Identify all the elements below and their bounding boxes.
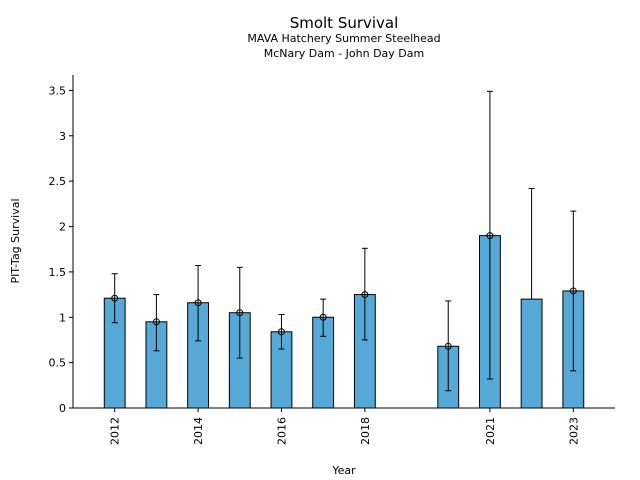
x-tick-label-2: 2016 xyxy=(275,417,288,445)
y-tick-label-7: 3.5 xyxy=(49,84,67,97)
point-2013 xyxy=(152,318,160,326)
chart-subtitle-line-1: MAVA Hatchery Summer Steelhead xyxy=(247,32,440,45)
point-2021 xyxy=(486,232,494,240)
bar-2022 xyxy=(520,298,543,409)
x-tick-label-3: 2018 xyxy=(359,417,372,445)
point-2016 xyxy=(277,328,285,336)
x-tick-label-1: 2014 xyxy=(192,417,205,445)
y-tick-label-3: 1.5 xyxy=(49,266,67,279)
point-2014 xyxy=(194,299,202,307)
x-tick-label-0: 2012 xyxy=(109,417,122,445)
y-tick-label-1: 0.5 xyxy=(49,357,67,370)
point-2023 xyxy=(569,287,577,295)
y-axis-label: PIT-Tag Survival xyxy=(9,198,22,283)
y-tick-label-2: 1 xyxy=(59,311,66,324)
point-2020 xyxy=(444,342,452,350)
y-tick-label-6: 3 xyxy=(59,130,66,143)
point-2018 xyxy=(361,291,369,299)
plot-area: 0 0.5 1 1.5 2 2.5 3 3.5 2012 2014 2016 2018 2021 2023 xyxy=(49,75,615,445)
x-tick-label-4: 2021 xyxy=(484,417,497,445)
point-2012 xyxy=(111,294,119,302)
y-tick-label-0: 0 xyxy=(59,402,66,415)
point-2015 xyxy=(236,309,244,317)
x-axis-label: Year xyxy=(331,464,356,477)
chart-title: Smolt Survival xyxy=(290,14,399,32)
x-tick-label-5: 2023 xyxy=(567,417,580,445)
y-tick-label-5: 2.5 xyxy=(49,175,67,188)
point-2017 xyxy=(319,313,327,321)
chart-subtitle-line-2: McNary Dam - John Day Dam xyxy=(264,47,424,60)
y-tick-label-4: 2 xyxy=(59,221,66,234)
